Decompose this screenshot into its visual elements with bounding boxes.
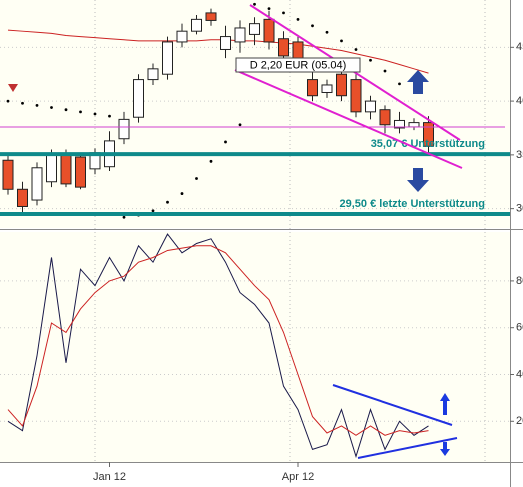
sar-dot <box>282 11 285 15</box>
sar-dot <box>311 24 314 28</box>
trendline <box>357 437 458 459</box>
y-tick-label: 40 <box>516 95 523 107</box>
y-tick-label: 45 <box>516 41 523 53</box>
sar-dot <box>6 99 10 103</box>
candle-body <box>234 27 246 43</box>
candle-body <box>292 41 304 59</box>
candle-body <box>17 188 28 207</box>
candle-body <box>350 79 362 113</box>
sar-dot <box>398 82 401 86</box>
candle-body <box>263 18 275 43</box>
sar-dot <box>325 30 329 34</box>
trendline <box>332 384 453 426</box>
annotation-box <box>235 57 361 73</box>
y-tick-label: 20 <box>516 415 523 427</box>
sar-dot <box>93 112 97 116</box>
sar-dot <box>209 159 213 163</box>
sar-dot <box>64 108 68 112</box>
candle-body <box>205 12 217 21</box>
candle-body <box>307 79 318 97</box>
candle-body <box>118 118 130 140</box>
y-tick-label: 60 <box>516 322 523 334</box>
candle-body <box>249 23 260 35</box>
candle-body <box>336 73 347 97</box>
x-tick-label: Jan 12 <box>93 471 126 483</box>
sar-dot <box>354 48 358 51</box>
y-tick-label: 40 <box>516 368 523 380</box>
candle-body <box>423 122 434 147</box>
y-tick-label: 80 <box>516 275 523 287</box>
candle-body <box>46 154 57 183</box>
oscillator-pane <box>0 232 510 462</box>
arrow-down <box>440 442 450 456</box>
arrow-up <box>440 393 450 415</box>
sar-dot <box>340 39 343 43</box>
annotation-text: D 2,20 EUR (05.04) <box>250 59 347 71</box>
arrow-up <box>407 70 429 94</box>
candle-body <box>278 38 289 57</box>
sar-dot <box>238 123 242 127</box>
candle-body <box>365 100 376 113</box>
sar-dot <box>35 103 39 107</box>
sar-dot <box>108 114 111 118</box>
sar-dot <box>21 101 24 105</box>
x-tick-label: Apr 12 <box>282 471 314 483</box>
candle-body <box>162 41 173 75</box>
sar-dot <box>296 17 300 21</box>
annotation: D 2,20 EUR (05.04) <box>235 57 361 73</box>
candle-body <box>191 18 202 32</box>
candle-body <box>31 167 43 201</box>
sar-dot <box>180 192 184 195</box>
sar-dot <box>224 140 227 144</box>
arrow-down <box>407 168 429 192</box>
sar-dot <box>253 2 256 6</box>
moving-average <box>7 29 429 74</box>
y-tick-label: 30 <box>516 203 523 215</box>
sar-dot <box>79 110 82 114</box>
candle-body <box>379 109 391 126</box>
candle-body <box>2 159 14 190</box>
candle-body <box>408 122 420 128</box>
marker <box>8 84 18 92</box>
sar-dot <box>166 200 169 204</box>
grid <box>0 0 510 462</box>
oscillator-line <box>7 245 429 436</box>
candle-body <box>394 119 405 129</box>
candle-body <box>176 30 188 43</box>
candle-body <box>220 36 231 50</box>
candle-body <box>60 154 72 185</box>
sar-dot <box>195 177 198 180</box>
sar-dot <box>122 215 126 219</box>
candle-body <box>75 156 86 188</box>
sar-dot <box>369 58 372 62</box>
sar-dot <box>267 7 271 11</box>
trendline <box>234 69 463 169</box>
y-tick-label: 35 <box>516 149 523 161</box>
support-label: 35,07 € Unterstützung <box>371 138 485 150</box>
support-label: 29,50 € letzte Unterstützung <box>340 198 485 210</box>
sar-dot <box>151 209 155 213</box>
oscillator-line <box>7 233 429 459</box>
candle-body <box>147 68 159 81</box>
sar-dot <box>50 106 53 109</box>
candle-body <box>133 79 144 118</box>
candle-body <box>321 84 333 93</box>
sar-dot <box>383 69 387 73</box>
